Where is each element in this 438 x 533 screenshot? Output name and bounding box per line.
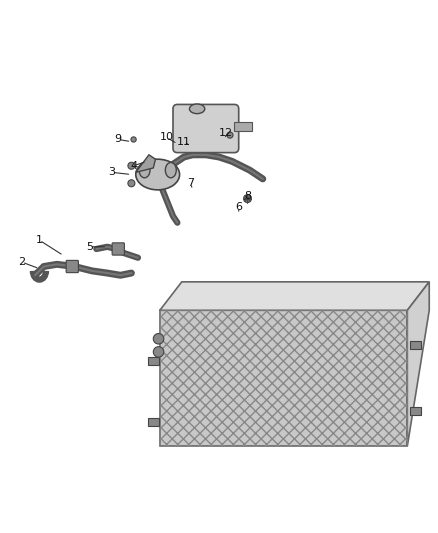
FancyBboxPatch shape — [112, 243, 124, 255]
Text: 1: 1 — [36, 235, 43, 245]
Polygon shape — [160, 310, 407, 446]
Text: 2: 2 — [18, 257, 25, 267]
Polygon shape — [136, 155, 155, 172]
Circle shape — [244, 195, 251, 203]
Ellipse shape — [136, 159, 180, 190]
Ellipse shape — [166, 163, 176, 178]
Ellipse shape — [189, 104, 205, 114]
Text: 6: 6 — [235, 203, 242, 212]
Text: 8: 8 — [244, 191, 251, 201]
Text: 4: 4 — [130, 161, 137, 171]
Polygon shape — [407, 282, 429, 446]
Text: 9: 9 — [115, 134, 122, 144]
Polygon shape — [160, 282, 429, 310]
Circle shape — [131, 137, 136, 142]
Ellipse shape — [139, 163, 150, 178]
FancyBboxPatch shape — [234, 122, 252, 131]
FancyBboxPatch shape — [173, 104, 239, 152]
FancyBboxPatch shape — [66, 260, 78, 273]
Circle shape — [153, 346, 164, 357]
FancyBboxPatch shape — [410, 342, 421, 349]
Circle shape — [227, 132, 233, 138]
Text: 3: 3 — [108, 167, 115, 177]
Text: 7: 7 — [187, 178, 194, 188]
Text: 12: 12 — [219, 128, 233, 138]
Circle shape — [153, 334, 164, 344]
Circle shape — [128, 180, 135, 187]
FancyBboxPatch shape — [148, 357, 159, 365]
Circle shape — [128, 162, 135, 169]
Polygon shape — [184, 126, 201, 144]
Text: 5: 5 — [86, 242, 93, 252]
FancyBboxPatch shape — [410, 407, 421, 415]
FancyBboxPatch shape — [148, 418, 159, 426]
Text: 11: 11 — [177, 136, 191, 147]
Text: 10: 10 — [159, 132, 173, 142]
